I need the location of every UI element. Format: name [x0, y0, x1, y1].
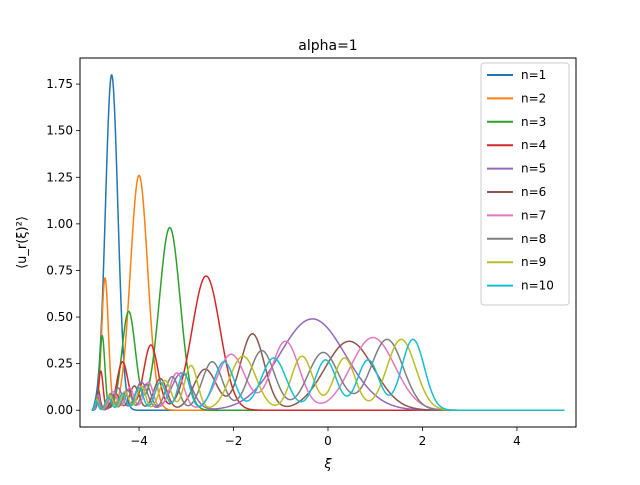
series-line-n=10 [91, 338, 565, 411]
x-tick-label: −4 [130, 434, 148, 448]
x-tick-label: 2 [419, 434, 427, 448]
legend-label: n=4 [521, 138, 546, 152]
plot-lines [91, 74, 565, 411]
legend: n=1 n=2 n=3 n=4 n=5 n=6 n=7 n=8 n=9 n=10 [480, 62, 570, 306]
y-axis-ticks: 0.00 0.25 0.50 0.75 1.00 1.25 1.50 1.75 [46, 77, 80, 417]
legend-label: n=5 [521, 162, 546, 176]
legend-label: n=10 [521, 279, 554, 293]
axes-frame [79, 57, 577, 428]
legend-label: n=8 [521, 232, 546, 246]
y-axis-label: ⟨u_r(ξ)²⟩ [15, 216, 30, 269]
y-tick-label: 0.25 [46, 357, 73, 371]
y-tick-label: 0.75 [46, 263, 73, 277]
legend-label: n=6 [521, 185, 546, 199]
legend-label: n=2 [521, 91, 546, 105]
legend-label: n=3 [521, 115, 546, 129]
y-tick-label: 1.00 [46, 217, 73, 231]
legend-label: n=1 [521, 68, 546, 82]
y-tick-label: 0.00 [46, 403, 73, 417]
x-axis-label: ξ [323, 457, 332, 472]
x-tick-label: −2 [225, 434, 243, 448]
y-tick-label: 1.50 [46, 124, 73, 138]
legend-label: n=9 [521, 255, 546, 269]
y-tick-label: 1.25 [46, 170, 73, 184]
x-tick-label: 0 [324, 434, 332, 448]
chart-title: alpha=1 [298, 38, 357, 54]
x-tick-label: 4 [513, 434, 521, 448]
x-axis-ticks: −4 −2 0 2 4 [130, 427, 521, 448]
legend-box [480, 62, 570, 306]
y-tick-label: 0.50 [46, 310, 73, 324]
y-tick-label: 1.75 [46, 77, 73, 91]
legend-label: n=7 [521, 208, 546, 222]
